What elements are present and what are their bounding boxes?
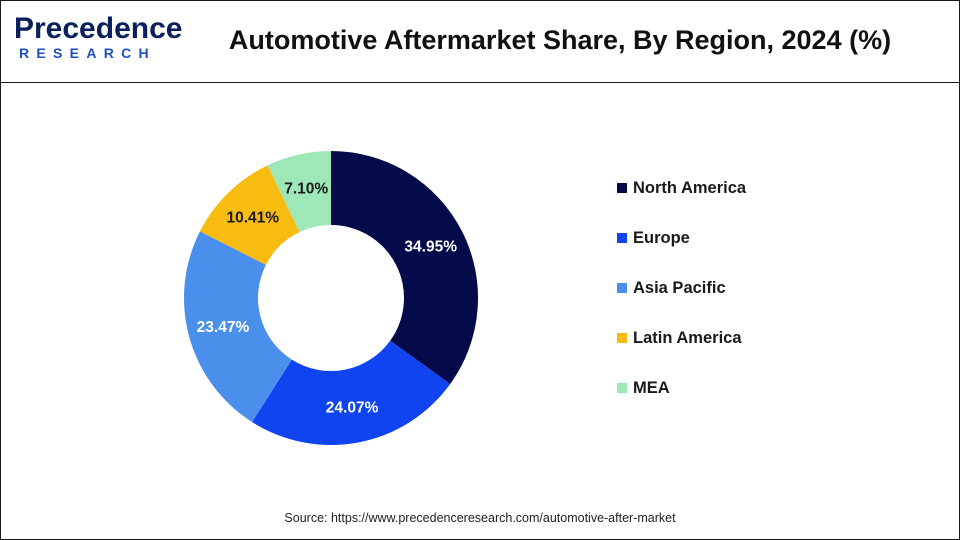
- logo-subtitle: RESEARCH: [19, 45, 156, 61]
- legend-label: North America: [633, 179, 747, 197]
- data-label-asia-pacific: 23.47%: [197, 319, 250, 336]
- legend-swatch: [617, 333, 627, 343]
- header: Precedence RESEARCH Automotive Aftermark…: [0, 0, 960, 83]
- data-label-europe: 24.07%: [326, 399, 379, 416]
- logo-wordmark: Precedence: [14, 12, 183, 45]
- data-label-mea: 7.10%: [284, 180, 328, 197]
- data-label-latin-america: 10.41%: [226, 209, 279, 226]
- slice-north-america: [331, 151, 478, 385]
- legend-swatch: [617, 233, 627, 243]
- legend-swatch: [617, 383, 627, 393]
- slice-latin-america: [199, 165, 300, 265]
- legend-swatch: [617, 183, 627, 193]
- legend-label: Europe: [633, 229, 690, 247]
- legend-label: MEA: [633, 379, 670, 397]
- source-note: Source: https://www.precedenceresearch.c…: [284, 511, 676, 525]
- brand-logo: Precedence RESEARCH: [14, 14, 182, 64]
- slice-mea: [267, 151, 331, 233]
- slice-europe: [252, 340, 451, 445]
- slice-asia-pacific: [183, 231, 292, 423]
- donut-chart: 34.95% 24.07% 23.47% 10.41% 7.10%: [183, 151, 478, 445]
- legend-label: Latin America: [633, 329, 742, 347]
- legend-swatch: [617, 283, 627, 293]
- chart-title: Automotive Aftermarket Share, By Region,…: [228, 25, 892, 55]
- legend-label: Asia Pacific: [633, 279, 726, 297]
- data-label-north-america: 34.95%: [404, 238, 457, 255]
